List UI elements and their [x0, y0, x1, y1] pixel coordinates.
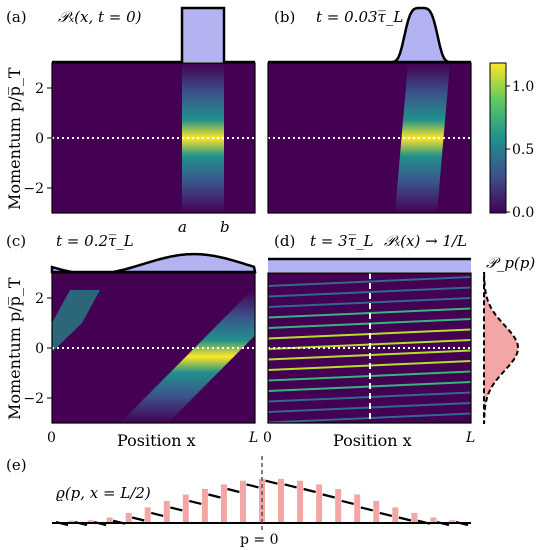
yticks-a: 2 0 −2 — [23, 81, 52, 197]
marginal-d-fill — [268, 259, 471, 272]
annotation-d: t = 3τ̅_L — [310, 232, 373, 250]
heatmap-d — [268, 273, 471, 423]
marginal-a — [52, 6, 255, 64]
bar-cap — [265, 479, 278, 485]
bar — [392, 507, 399, 523]
xlabel-d: Position x — [333, 431, 412, 450]
bar-cap — [341, 499, 354, 505]
panel-label-a: (a) — [6, 8, 27, 26]
panel-label-d: (d) — [274, 232, 295, 250]
marginal-a-fill — [182, 8, 224, 62]
bar — [87, 520, 94, 523]
fringe-line — [268, 297, 471, 308]
ytick-c-0: 0 — [35, 341, 44, 357]
colorbar-tick-05: 0.5 — [512, 142, 534, 158]
ytick-a-m2: −2 — [23, 181, 44, 197]
ytick-c-2: 2 — [35, 291, 44, 307]
bar-cap — [131, 516, 145, 522]
panel-e: p = 0 — [52, 456, 471, 548]
frame-b — [267, 62, 472, 214]
heatmap-b-band — [395, 63, 450, 213]
bar — [144, 507, 151, 523]
ylabel-top: Momentum p/p̅_T — [5, 67, 24, 210]
panel-label-c: (c) — [6, 232, 26, 250]
side-label: 𝒫_p(p) — [486, 254, 535, 272]
heatmap-c — [52, 273, 255, 423]
bar — [335, 489, 342, 523]
ylabel-bottom: Momentum p/p̅_T — [5, 277, 24, 420]
bar — [201, 489, 208, 523]
marginal-c-curve — [50, 252, 257, 276]
colorbar-tick-1: 1.0 — [512, 79, 534, 95]
bar — [354, 494, 361, 523]
bar-cap — [398, 516, 412, 522]
bar-cap — [208, 493, 221, 499]
annotation-e: ϱ(p, x = L/2) — [56, 484, 151, 502]
ytick-a-2: 2 — [35, 81, 44, 97]
bar — [68, 520, 75, 523]
panel-e-p-zero: p = 0 — [240, 532, 279, 548]
xlabel-c: Position x — [117, 431, 196, 450]
bar — [125, 512, 132, 523]
bar — [449, 520, 456, 523]
frame-d — [267, 272, 472, 424]
bar-cap — [322, 493, 335, 499]
fringe-line — [268, 276, 471, 287]
xtick-c-L: L — [248, 430, 258, 446]
colorbar: 1.0 0.5 0.0 — [489, 62, 534, 221]
bar — [240, 480, 246, 523]
fringe-line — [268, 286, 471, 298]
bar — [278, 478, 284, 523]
xtick-d-L: L — [465, 430, 475, 446]
bar — [297, 480, 304, 523]
xtick-d-0: 0 — [263, 430, 272, 446]
annotation-d2: 𝒫ₓ(x) → 1/L — [384, 232, 467, 250]
bar — [373, 500, 380, 523]
marginal-b-curve — [268, 6, 471, 64]
bar-cap — [379, 511, 393, 517]
heatmap-c-band — [120, 290, 255, 423]
bar — [163, 500, 170, 523]
annotation-b: t = 0.03τ̅_L — [316, 8, 403, 26]
heatmap-b — [268, 63, 471, 213]
bar-cap — [303, 487, 316, 494]
marginal-b — [268, 6, 471, 64]
heatmap-c-wrap-band — [52, 290, 100, 352]
bar-cap — [150, 511, 164, 517]
bar-cap — [227, 487, 240, 494]
heatmap-a — [52, 63, 255, 213]
bar — [220, 484, 227, 523]
bar — [316, 484, 323, 523]
annotation-a: 𝒫ₓ(x, t = 0) — [58, 8, 142, 26]
bar-cap — [246, 483, 259, 489]
marginal-a-line — [52, 6, 255, 64]
bar — [182, 494, 189, 523]
marginal-d — [268, 257, 471, 272]
momentum-marginal — [483, 272, 519, 424]
colorbar-gradient — [489, 62, 507, 214]
bar-cap — [360, 506, 374, 512]
ytick-a-0: 0 — [35, 131, 44, 147]
momentum-marginal-curve — [483, 272, 519, 424]
bar — [411, 512, 418, 523]
panel-label-e: (e) — [6, 456, 27, 474]
bar — [430, 517, 437, 523]
ytick-c-m2: −2 — [23, 391, 44, 407]
bar-cap — [170, 506, 183, 512]
bar-cap — [284, 483, 297, 489]
panel-label-b: (b) — [274, 8, 295, 26]
marker-b: b — [220, 218, 230, 236]
colorbar-tick-0: 0.0 — [512, 205, 534, 221]
bar-cap — [189, 499, 202, 505]
yticks-c: 2 0 −2 — [23, 291, 52, 407]
annotation-c: t = 0.2τ̅_L — [56, 232, 134, 250]
bar — [106, 517, 113, 523]
marginal-c — [50, 252, 257, 276]
xtick-c-0: 0 — [47, 430, 56, 446]
marker-a: a — [178, 218, 187, 236]
